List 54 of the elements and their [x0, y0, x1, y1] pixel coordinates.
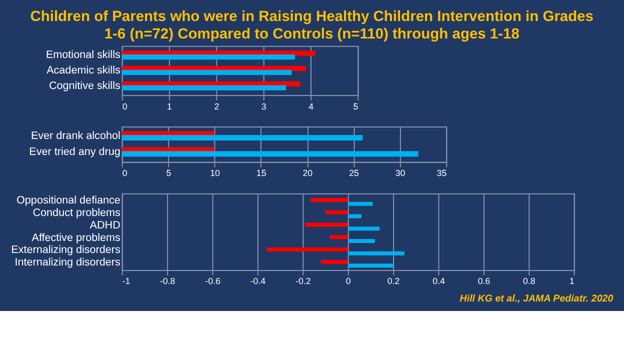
bar: [330, 235, 348, 240]
bar: [348, 264, 394, 268]
bar: [320, 260, 348, 264]
x-tick-label: 15: [256, 168, 266, 178]
y-tick-label: Ever drank alcohol: [30, 130, 120, 142]
bar: [122, 70, 292, 75]
x-tick-label: 30: [395, 168, 406, 178]
y-tick-label: Academic skills: [46, 64, 121, 76]
bar: [348, 202, 373, 206]
chart-title: Children of Parents who were in Raising Healthy Children Intervention in Grades 1-6 (n=72) Compared to Controls (n=110) through ages 1-18: [30, 8, 594, 43]
y-tick-label: Conduct problems: [32, 207, 121, 220]
x-tick-label: 25: [349, 168, 359, 178]
bar: [348, 238, 375, 243]
bar: [266, 247, 348, 252]
y-tick-label: Internalizing disorders: [14, 256, 121, 269]
bar: [122, 135, 363, 141]
x-tick-label: 5: [353, 101, 358, 112]
x-tick-label: 5: [166, 168, 172, 178]
x-tick-label: -1: [122, 276, 130, 286]
y-tick-label: Ever tried any drug: [29, 146, 120, 158]
x-tick-label: 20: [302, 168, 313, 178]
bar: [122, 151, 418, 157]
x-tick-label: 1: [569, 276, 574, 286]
x-tick-label: 10: [210, 168, 220, 178]
y-tick-label: Affective problems: [32, 232, 121, 244]
x-tick-label: -0.4: [250, 276, 266, 286]
y-tick-label: Emotional skills: [46, 49, 121, 62]
x-tick-label: 0.4: [432, 276, 445, 286]
x-tick-label: 3: [261, 101, 266, 112]
x-tick-label: 1: [167, 101, 172, 112]
bar: [122, 54, 295, 60]
bar: [310, 198, 348, 202]
y-tick-label: ADHD: [90, 219, 121, 232]
x-tick-label: 0.2: [387, 276, 400, 286]
text: Hill KG et al., JAMA Pediatr. 2020: [460, 293, 614, 304]
x-tick-label: -0.6: [205, 276, 220, 286]
x-tick-label: 0: [122, 101, 128, 112]
x-tick-label: 0: [346, 276, 351, 286]
x-tick-label: 0.6: [478, 276, 490, 286]
bar: [348, 251, 404, 256]
bar: [325, 210, 348, 214]
x-tick-label: 4: [308, 101, 314, 112]
x-tick-label: 35: [436, 168, 447, 178]
y-tick-label: Cognitive skills: [48, 80, 121, 92]
bar: [348, 214, 362, 218]
y-tick-label: Externalizing disorders: [11, 244, 121, 256]
bar: [348, 226, 380, 231]
x-tick-label: -0.8: [160, 276, 176, 286]
x-tick-label: -0.2: [296, 276, 311, 286]
x-tick-label: 0: [122, 168, 128, 178]
x-tick-label: 2: [214, 101, 220, 112]
x-tick-label: 0.8: [523, 276, 536, 286]
bar: [122, 85, 286, 90]
y-tick-label: Oppositional defiance: [16, 194, 120, 207]
